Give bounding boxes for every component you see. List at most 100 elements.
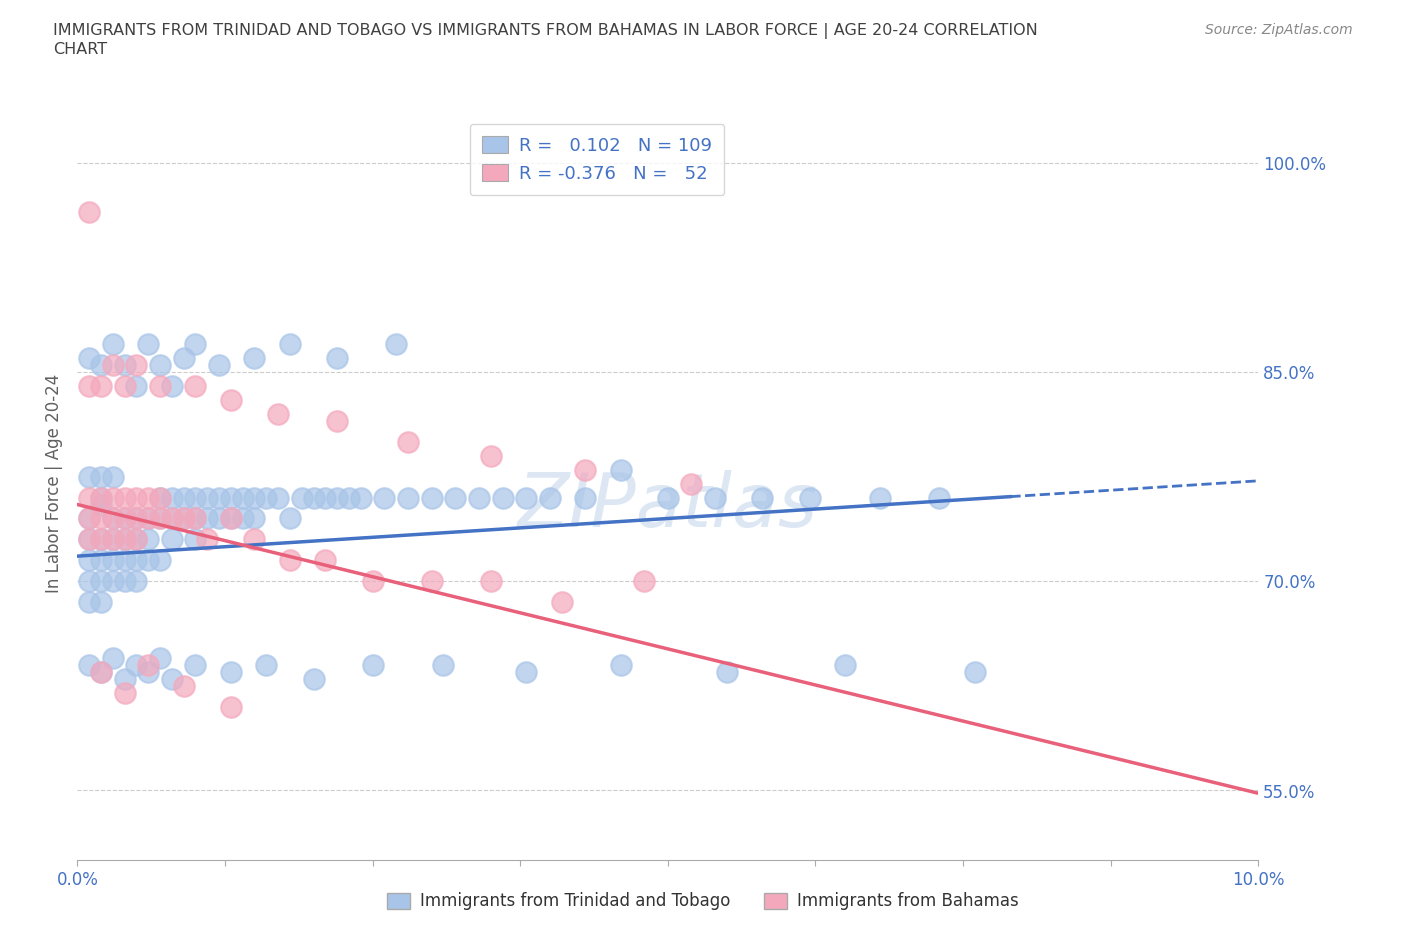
Point [101, 553, 124, 568]
Point [267, 490, 290, 505]
Point [219, 664, 242, 679]
Point [515, 664, 537, 679]
Point [609, 462, 631, 477]
Point [704, 490, 727, 505]
Point [799, 490, 821, 505]
Point [184, 658, 207, 672]
Point [114, 490, 136, 505]
Point [90, 470, 112, 485]
Point [125, 658, 148, 672]
Point [77, 532, 100, 547]
Point [385, 337, 408, 352]
Point [160, 512, 183, 526]
Point [101, 490, 124, 505]
Point [77, 470, 100, 485]
Point [90, 574, 112, 589]
Point [114, 358, 136, 373]
Point [219, 512, 242, 526]
Point [173, 490, 195, 505]
Point [90, 512, 112, 526]
Point [77, 658, 100, 672]
Point [77, 512, 100, 526]
Point [125, 490, 148, 505]
Point [243, 351, 266, 365]
Point [77, 553, 100, 568]
Point [574, 490, 596, 505]
Legend: R =   0.102   N = 109, R = -0.376   N =   52: R = 0.102 N = 109, R = -0.376 N = 52 [470, 124, 724, 195]
Point [149, 512, 172, 526]
Point [326, 351, 349, 365]
Point [432, 658, 454, 672]
Point [208, 490, 231, 505]
Point [77, 595, 100, 610]
Point [350, 490, 373, 505]
Point [243, 532, 266, 547]
Point [869, 490, 891, 505]
Point [77, 379, 100, 393]
Point [160, 532, 183, 547]
Point [125, 532, 148, 547]
Point [373, 490, 395, 505]
Point [149, 490, 172, 505]
Point [77, 205, 100, 219]
Point [136, 512, 159, 526]
Point [515, 490, 537, 505]
Point [149, 651, 172, 666]
Point [101, 532, 124, 547]
Point [125, 532, 148, 547]
Point [337, 490, 360, 505]
Point [219, 699, 242, 714]
Point [114, 532, 136, 547]
Point [173, 351, 195, 365]
Point [173, 512, 195, 526]
Point [291, 490, 314, 505]
Point [219, 512, 242, 526]
Text: IMMIGRANTS FROM TRINIDAD AND TOBAGO VS IMMIGRANTS FROM BAHAMAS IN LABOR FORCE | : IMMIGRANTS FROM TRINIDAD AND TOBAGO VS I… [53, 23, 1038, 57]
Point [149, 512, 172, 526]
Point [195, 512, 218, 526]
Point [77, 351, 100, 365]
Point [243, 512, 266, 526]
Point [491, 490, 513, 505]
Point [468, 490, 491, 505]
Point [184, 490, 207, 505]
Point [184, 532, 207, 547]
Point [314, 553, 336, 568]
Point [77, 574, 100, 589]
Point [396, 490, 419, 505]
Point [195, 490, 218, 505]
Point [219, 490, 242, 505]
Point [114, 553, 136, 568]
Point [149, 379, 172, 393]
Point [254, 490, 277, 505]
Point [101, 512, 124, 526]
Point [125, 553, 148, 568]
Point [963, 664, 986, 679]
Point [90, 532, 112, 547]
Point [101, 512, 124, 526]
Point [136, 658, 159, 672]
Point [160, 512, 183, 526]
Point [136, 490, 159, 505]
Point [90, 532, 112, 547]
Point [361, 574, 384, 589]
Point [160, 490, 183, 505]
Point [149, 553, 172, 568]
Point [101, 358, 124, 373]
Point [77, 532, 100, 547]
Point [160, 379, 183, 393]
Point [326, 490, 349, 505]
Point [538, 490, 561, 505]
Point [243, 490, 266, 505]
Point [254, 658, 277, 672]
Point [302, 671, 325, 686]
Point [90, 664, 112, 679]
Point [90, 490, 112, 505]
Point [77, 490, 100, 505]
Point [173, 512, 195, 526]
Point [114, 532, 136, 547]
Point [420, 574, 443, 589]
Point [208, 512, 231, 526]
Point [278, 553, 301, 568]
Point [149, 358, 172, 373]
